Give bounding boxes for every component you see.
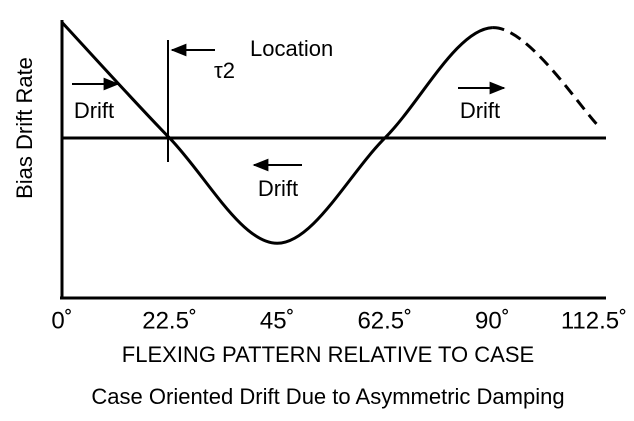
x-tick-label: 112.5˚ [561,307,627,334]
annotation: Drift [460,98,500,123]
x-tick-label: 45˚ [260,307,295,334]
data-line [492,26,602,129]
annotation: Drift [258,176,298,201]
x-tick-label: 62.5˚ [357,307,412,334]
annotation: Location [250,36,333,61]
y-axis-label: Bias Drift Rate [12,57,37,199]
x-tick-label: 0˚ [51,307,72,334]
data-line [60,21,493,245]
annotation: τ2 [214,58,235,83]
annotation: Drift [74,98,114,123]
x-tick-label: 22.5˚ [142,307,197,334]
x-tick-label: 90˚ [475,307,510,334]
chart-title: Case Oriented Drift Due to Asymmetric Da… [91,384,564,409]
x-axis-label: FLEXING PATTERN RELATIVE TO CASE [122,342,534,367]
